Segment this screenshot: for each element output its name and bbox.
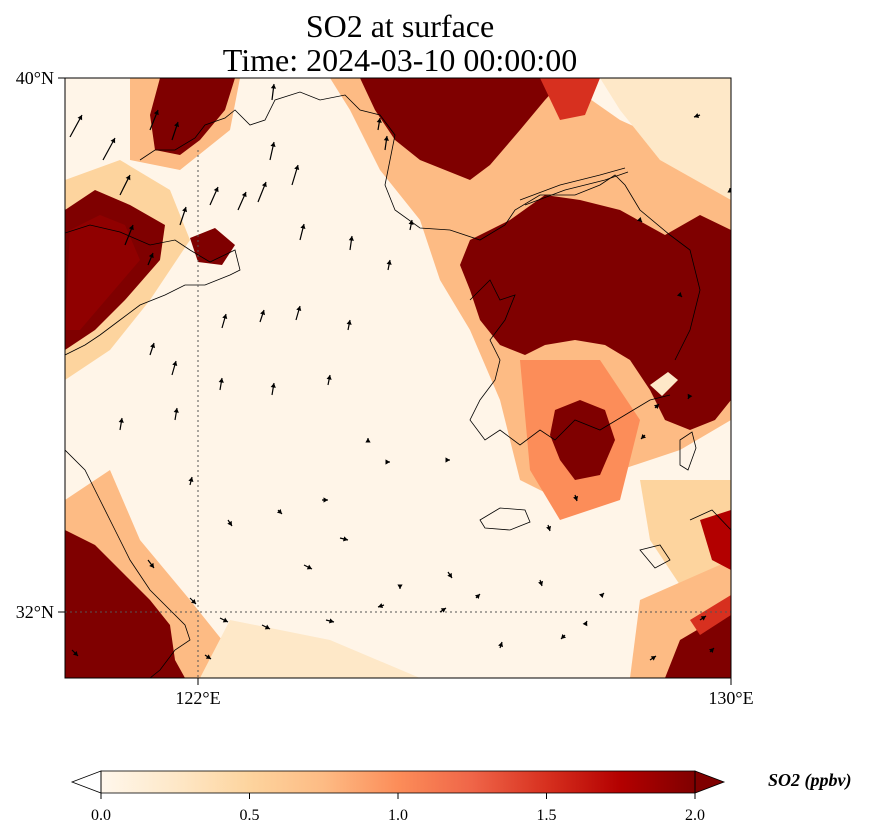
wind-arrow-head <box>474 594 480 600</box>
wind-arrow-head <box>326 375 332 380</box>
wind-arrow-head <box>261 182 267 188</box>
wind-arrow-head <box>346 320 352 325</box>
wind-arrow-head <box>727 188 731 193</box>
colorbar-tick-label: 1.0 <box>388 807 408 824</box>
wind-arrow-head <box>241 192 247 198</box>
colorbar-gradient <box>101 771 695 793</box>
colorbar-label: SO2 (ppbv) <box>768 770 852 790</box>
wind-arrow-head <box>650 656 656 661</box>
wind-vectors <box>69 83 731 661</box>
wind-arrow-head <box>687 393 693 399</box>
wind-arrow-head <box>296 306 302 312</box>
wind-arrow-head <box>376 118 382 123</box>
wind-arrow-head <box>343 536 348 542</box>
wind-arrow-head <box>641 433 647 439</box>
wind-arrow-head <box>386 260 392 265</box>
wind-arrow-head <box>676 291 682 297</box>
colorbar-min-extend <box>70 770 102 794</box>
wind-arrow-head <box>190 598 196 604</box>
wind-arrow-head <box>546 525 552 531</box>
wind-arrow-head <box>72 650 78 656</box>
colorbar-tick-label: 0.5 <box>240 807 260 824</box>
wind-arrow-head <box>110 138 116 144</box>
wind-arrow-head <box>128 225 134 231</box>
colorbar-max-extend <box>694 770 726 794</box>
map-title-line2: Time: 2024-03-10 00:00:00 <box>222 42 578 78</box>
lon-label-130e: 130°E <box>708 688 753 708</box>
wind-arrow-head <box>172 361 178 367</box>
lat-label-32n: 32°N <box>16 602 54 622</box>
wind-arrow-head <box>77 115 83 121</box>
wind-arrow-head <box>264 624 270 630</box>
wind-arrow-head <box>653 404 659 410</box>
wind-arrow-head <box>125 175 131 181</box>
wind-arrow-head <box>408 220 414 225</box>
wind-arrow-head <box>538 580 544 586</box>
wind-arrow-head <box>447 572 452 578</box>
wind-arrow-head <box>445 457 450 463</box>
wind-arrow-head <box>329 618 334 624</box>
lon-label-122e: 122°E <box>175 688 220 708</box>
wind-arrow-head <box>498 642 504 648</box>
wind-arrow-head <box>323 497 328 503</box>
wind-arrow-head <box>440 608 446 613</box>
wind-arrow-head <box>306 564 312 570</box>
wind-arrow-head <box>149 562 154 568</box>
wind-arrow-head <box>598 593 604 599</box>
wind-arrow-head <box>173 408 179 413</box>
so2-field <box>65 78 731 678</box>
wind-arrow-head <box>150 343 156 349</box>
wind-arrow-head <box>188 477 194 482</box>
wind-arrow-head <box>294 165 300 171</box>
wind-arrow-head <box>218 378 224 383</box>
coastline <box>65 91 731 678</box>
wind-arrow-head <box>222 617 228 623</box>
wind-arrow-head <box>148 253 154 259</box>
wind-arrow-head <box>300 224 306 229</box>
wind-arrow-head <box>270 383 276 388</box>
wind-arrow-head <box>222 314 228 320</box>
wind-arrow-head <box>227 520 232 526</box>
wind-arrow-head <box>561 633 567 639</box>
wind-arrow-head <box>582 621 588 627</box>
wind-arrow-head <box>213 187 219 193</box>
wind-arrow-head <box>636 216 642 222</box>
wind-arrow-head <box>276 508 282 514</box>
wind-arrow-head <box>365 438 371 443</box>
wind-arrow-head <box>378 603 384 609</box>
colorbar-tick-label: 1.5 <box>537 807 557 824</box>
lat-label-40n: 40°N <box>16 68 54 88</box>
colorbar-tick-label: 0.0 <box>91 807 111 824</box>
wind-arrow-head <box>700 616 706 621</box>
wind-arrow-head <box>205 654 211 659</box>
wind-arrow-head <box>118 418 124 423</box>
wind-arrow-head <box>573 495 579 501</box>
wind-arrow-head <box>270 84 277 89</box>
wind-arrow-head <box>708 648 714 654</box>
wind-arrow-head <box>270 142 276 147</box>
colorbar: 0.0 0.5 1.0 1.5 2.0 <box>70 770 726 824</box>
wind-arrow-head <box>383 136 389 141</box>
wind-arrow-head <box>397 584 403 589</box>
wind-arrow-head <box>153 110 159 116</box>
wind-arrow-head <box>174 122 180 128</box>
colorbar-tick-label: 2.0 <box>685 807 705 824</box>
wind-arrow-head <box>694 113 700 119</box>
map-title-line1: SO2 at surface <box>305 8 495 44</box>
map-frame <box>64 77 732 679</box>
wind-arrow-head <box>348 236 354 241</box>
wind-arrow-head <box>182 207 188 213</box>
wind-arrow-head <box>385 459 390 465</box>
wind-arrow-head <box>260 310 266 316</box>
